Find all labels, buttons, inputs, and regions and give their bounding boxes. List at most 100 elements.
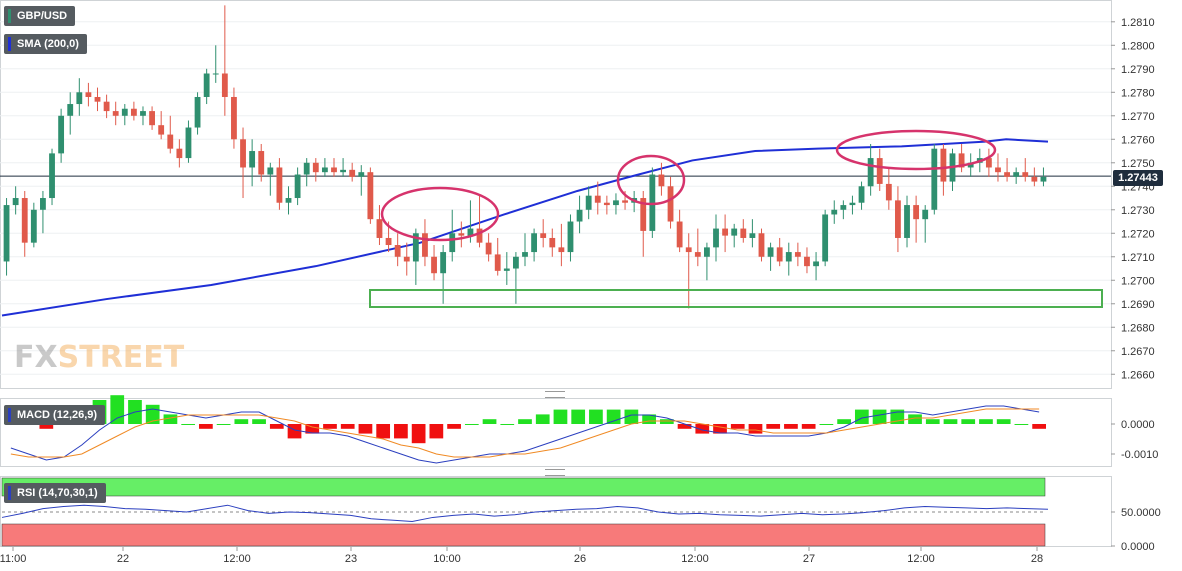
candle-body bbox=[1004, 172, 1010, 177]
annotation-ellipse bbox=[616, 154, 686, 206]
rsi-legend[interactable]: RSI (14,70,30,1) bbox=[4, 483, 106, 503]
candle-body bbox=[258, 151, 265, 175]
symbol-legend[interactable]: GBP/USD bbox=[4, 6, 76, 26]
time-tick-label: 23 bbox=[345, 553, 357, 565]
candle-body bbox=[813, 261, 819, 267]
candle-body bbox=[958, 153, 965, 168]
candle-body bbox=[185, 127, 192, 159]
macd-tick-label: -0.0010 bbox=[1121, 449, 1158, 461]
macd-histogram-bar bbox=[447, 424, 461, 429]
candle-body bbox=[512, 256, 519, 269]
candle-body bbox=[822, 214, 829, 262]
candle-body bbox=[704, 247, 710, 257]
candle-body bbox=[658, 174, 665, 187]
candle-body bbox=[349, 169, 356, 177]
candle-body bbox=[303, 162, 310, 175]
macd-signal-line bbox=[10, 408, 1040, 458]
candle-body bbox=[3, 205, 10, 262]
candle-body bbox=[1040, 176, 1047, 182]
candle-body bbox=[331, 167, 337, 173]
candle-body bbox=[731, 228, 738, 236]
macd-legend[interactable]: MACD (12,26,9) bbox=[4, 405, 106, 425]
candle-body bbox=[767, 247, 774, 257]
candle-body bbox=[740, 228, 747, 238]
price-tick-label: 1.2730 bbox=[1121, 205, 1155, 217]
time-tick-label: 12:00 bbox=[681, 553, 709, 565]
candle-body bbox=[913, 205, 920, 220]
macd-histogram-bar bbox=[323, 424, 337, 429]
candle-body bbox=[922, 209, 929, 220]
candle-body bbox=[722, 228, 729, 236]
macd-histogram-bar bbox=[287, 424, 302, 439]
candle-body bbox=[221, 73, 228, 97]
macd-histogram-bar bbox=[553, 409, 568, 424]
macd-histogram-bar bbox=[606, 409, 621, 424]
rsi-oversold-band bbox=[1, 523, 1046, 547]
sma-legend[interactable]: SMA (200,0) bbox=[4, 34, 87, 54]
time-tick-label: 28 bbox=[1031, 553, 1043, 565]
symbol-label: GBP/USD bbox=[17, 10, 68, 22]
price-tick-label: 1.2660 bbox=[1121, 369, 1155, 381]
candle-body bbox=[21, 198, 28, 243]
macd-panel: 0.0000 -0.0010 bbox=[4, 395, 1158, 464]
candle-body bbox=[685, 247, 692, 253]
price-tick-label: 1.2750 bbox=[1121, 158, 1155, 170]
candle-body bbox=[112, 111, 119, 116]
macd-histogram-bar bbox=[659, 419, 674, 424]
macd-histogram-bar bbox=[943, 419, 958, 424]
candle-body bbox=[895, 200, 901, 238]
macd-histogram-bar bbox=[801, 424, 816, 429]
macd-histogram-bar bbox=[730, 424, 745, 429]
macd-histogram-bar bbox=[961, 419, 976, 424]
candle-body bbox=[449, 233, 456, 253]
macd-histogram-bar bbox=[713, 424, 727, 434]
macd-panel-resize-handle[interactable] bbox=[545, 391, 565, 398]
rsi-overbought-band bbox=[1, 477, 1046, 497]
macd-histogram-bar bbox=[819, 424, 834, 425]
candle-body bbox=[431, 256, 437, 274]
candle-body bbox=[403, 256, 410, 262]
rsi-line bbox=[1, 504, 1049, 523]
candle-body bbox=[12, 198, 19, 206]
candle-body bbox=[967, 162, 974, 168]
candle-body bbox=[995, 167, 1001, 173]
candle-body bbox=[76, 92, 83, 105]
candle-body bbox=[849, 202, 856, 206]
macd-histogram-bar bbox=[837, 419, 851, 424]
macd-histogram-bar bbox=[394, 424, 408, 439]
candle-body bbox=[603, 202, 610, 206]
time-tick-label: 26 bbox=[574, 553, 586, 565]
candle-body bbox=[85, 92, 92, 97]
candle-body bbox=[367, 172, 374, 220]
candle-body bbox=[585, 195, 592, 210]
candle-body bbox=[776, 247, 783, 262]
macd-histogram-bar bbox=[695, 424, 710, 434]
macd-histogram-bar bbox=[39, 424, 54, 429]
macd-histogram-bar bbox=[571, 409, 586, 424]
price-tick-label: 1.2700 bbox=[1121, 275, 1155, 287]
candle-body bbox=[312, 162, 319, 173]
macd-histogram-bar bbox=[216, 424, 231, 425]
candle-body bbox=[458, 233, 465, 236]
macd-line bbox=[10, 405, 1040, 464]
macd-histogram-bar bbox=[358, 424, 373, 434]
candle-body bbox=[985, 158, 992, 168]
macd-histogram-bar bbox=[464, 424, 479, 425]
time-tick-label: 27 bbox=[803, 553, 815, 565]
candle-body bbox=[649, 174, 656, 231]
candle-body bbox=[476, 228, 483, 243]
time-tick-label: 11:00 bbox=[0, 553, 26, 565]
sma-swatch bbox=[8, 37, 11, 51]
main-grid bbox=[0, 21, 1111, 375]
macd-histogram-bar bbox=[305, 424, 320, 434]
candle-body bbox=[858, 186, 865, 203]
candle-body bbox=[794, 252, 801, 257]
candle-body bbox=[385, 237, 392, 246]
candle-body bbox=[1013, 172, 1020, 177]
price-axis: 1.2810 1.2800 1.2790 1.2780 1.2770 1.2760 1.27… bbox=[1111, 17, 1155, 381]
macd-histogram-bar bbox=[429, 424, 444, 439]
candle-body bbox=[203, 73, 210, 97]
macd-histogram-bar bbox=[872, 409, 887, 424]
rsi-panel-resize-handle[interactable] bbox=[545, 469, 565, 476]
